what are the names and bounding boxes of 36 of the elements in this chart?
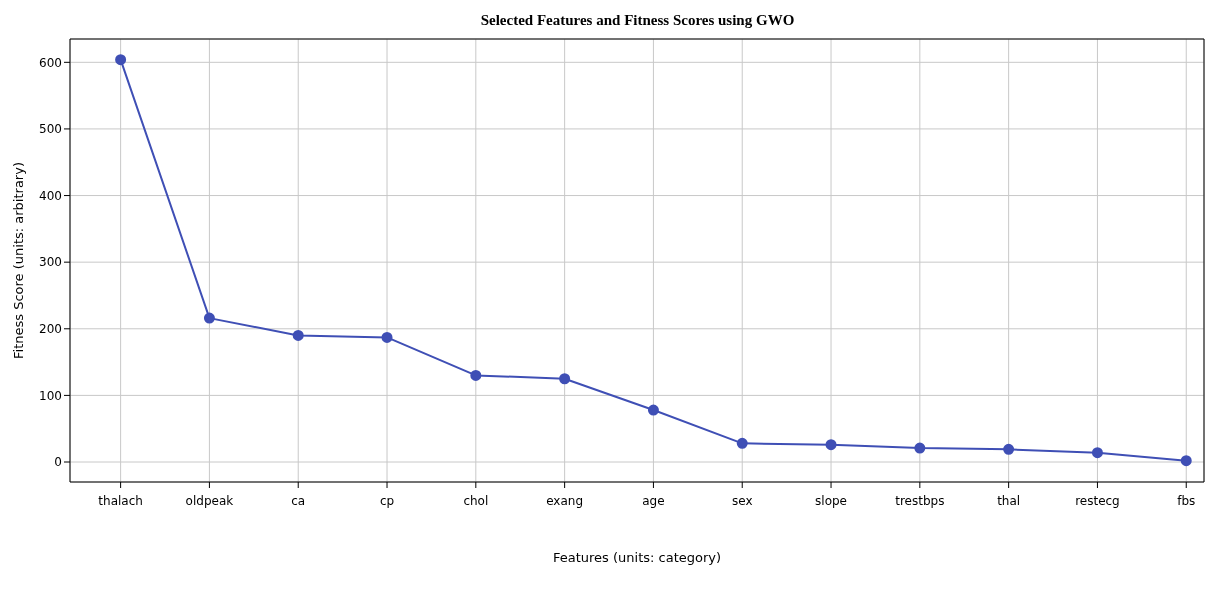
y-tick-label: 300 (39, 255, 62, 270)
y-tick-label: 500 (39, 122, 62, 137)
x-tick-label: restecg (1075, 493, 1120, 508)
chart-title: Selected Features and Fitness Scores using GWO (479, 11, 796, 30)
point (825, 439, 837, 451)
x-tick-label: trestbps (895, 493, 945, 508)
point (647, 404, 659, 416)
point (115, 54, 127, 66)
x-tick-label: thal (997, 493, 1021, 508)
y-tick-label: 600 (39, 55, 62, 70)
point (381, 331, 393, 343)
point (203, 312, 215, 324)
point (1091, 447, 1103, 459)
point (736, 437, 748, 449)
point (914, 442, 926, 454)
x-tick-label: fbs (1177, 493, 1196, 508)
x-tick-label: chol (463, 493, 489, 508)
x-tick-label: age (642, 493, 665, 508)
point (1180, 455, 1192, 467)
x-axis-title: Features (units: category) (552, 550, 722, 565)
point (1003, 443, 1015, 455)
y-tick-label: 200 (39, 322, 62, 337)
point (292, 329, 304, 341)
x-tick-label: oldpeak (185, 493, 234, 508)
y-tick-label: 400 (39, 188, 62, 203)
x-tick-label: slope (815, 493, 847, 508)
x-tick-label: exang (546, 493, 584, 508)
point (470, 369, 482, 381)
y-tick-label: 100 (39, 388, 62, 403)
point (559, 373, 571, 385)
x-tick-label: sex (731, 493, 753, 508)
x-tick-label: cp (379, 493, 395, 508)
x-tick-label: ca (291, 493, 306, 508)
y-axis-title: Fitness Score (units: arbitrary) (10, 162, 26, 359)
y-tick-label: 0 (54, 455, 62, 470)
x-tick-label: thalach (98, 493, 143, 508)
